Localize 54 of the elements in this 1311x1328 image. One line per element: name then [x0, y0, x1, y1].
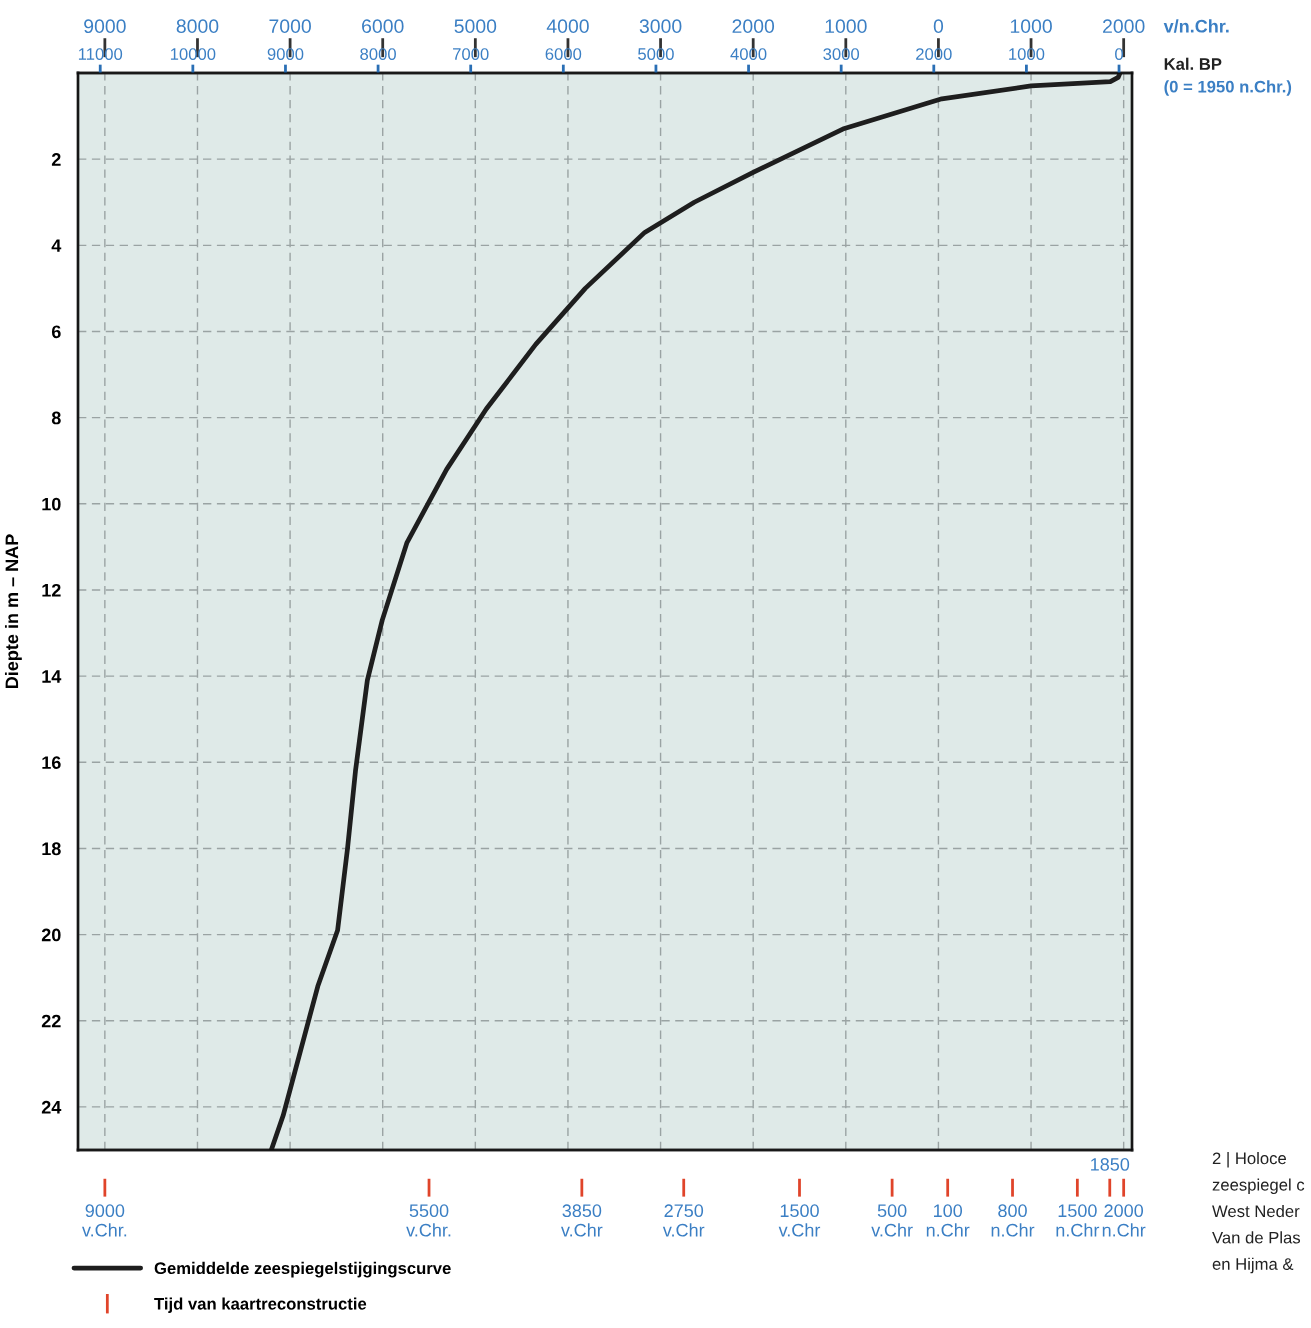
ref-line-label: 500 v.Chr: [871, 1204, 913, 1237]
x2-axis-title: Kal. BP (0 = 1950 n.Chr.): [1164, 57, 1292, 96]
y-tick-label: 2: [51, 153, 61, 166]
x-tick-label: 9000: [84, 19, 126, 34]
ref-line-label: 5500 v.Chr.: [406, 1204, 451, 1237]
x2-tick-label: 10000: [170, 48, 216, 60]
x-tick-label: 5000: [454, 19, 497, 34]
x-tick-label: 7000: [269, 19, 311, 34]
x-tick-label: 1000: [1010, 19, 1052, 34]
y-axis-title: Diepte in m – NAP: [4, 534, 22, 689]
x-tick-label: 2000: [732, 19, 775, 34]
y-tick-label: 24: [41, 1100, 62, 1114]
x2-tick-label: 0: [1115, 48, 1124, 60]
x-tick-label: 6000: [362, 19, 404, 34]
x-tick-label: 3000: [639, 19, 682, 34]
y-tick-label: 20: [41, 928, 61, 942]
x2-tick-label: 2000: [916, 48, 952, 60]
y-tick-label: 6: [51, 325, 61, 339]
x-tick-label: 8000: [176, 19, 219, 34]
x-tick-label: 0: [933, 19, 944, 34]
ref-line-label: 2750 v.Chr: [662, 1204, 705, 1237]
legend-label: Gemiddelde zeespiegelstijgingscurve: [154, 1261, 451, 1278]
ref-line-label: 1500 n.Chr: [1056, 1204, 1100, 1237]
y-tick-label: 8: [51, 411, 61, 425]
x-tick-label: 2000: [1103, 19, 1145, 34]
y-tick-label: 14: [42, 670, 62, 683]
x2-tick-label: 1000: [1009, 48, 1045, 60]
x2-tick-label: 11000: [78, 48, 123, 60]
line-series: [268, 73, 1123, 1150]
x-tick-label: 1000: [825, 19, 867, 34]
x-axis-title: v/n.Chr.: [1163, 19, 1229, 33]
x2-tick-label: 3000: [823, 48, 860, 60]
x-tick-label: 4000: [546, 19, 589, 34]
ref-line-label: 3850 v.Chr: [561, 1204, 603, 1237]
x2-tick-label: 8000: [360, 48, 396, 60]
ref-line-label: 1850: [1091, 1158, 1130, 1171]
y-tick-label: 18: [42, 842, 61, 856]
ref-line-label: 100 n.Chr: [926, 1204, 970, 1237]
x2-tick-label: 4000: [730, 48, 767, 60]
ref-line-label: 9000 v.Chr.: [82, 1204, 127, 1237]
y-tick-label: 22: [41, 1014, 61, 1028]
x2-tick-label: 9000: [267, 48, 304, 60]
ref-line-label: 2000 n.Chr: [1102, 1204, 1146, 1237]
text: 2 | Holoce zeespiegel c West Neder Van de Plas en Hijma &: [1212, 1152, 1305, 1274]
ref-line-label: 800 n.Chr: [991, 1204, 1035, 1237]
y-tick-label: 16: [42, 756, 61, 769]
text: Tijd van kaartreconstructie: [154, 1297, 367, 1313]
y-tick-label: 4: [51, 239, 62, 252]
x2-tick-label: 7000: [453, 48, 489, 60]
ref-line-label: 1500 v.Chr: [778, 1204, 821, 1237]
x2-tick-label: 6000: [545, 48, 582, 60]
y-tick-label: 12: [42, 583, 61, 597]
x2-tick-label: 5000: [638, 48, 674, 60]
y-tick-label: 10: [42, 497, 61, 511]
